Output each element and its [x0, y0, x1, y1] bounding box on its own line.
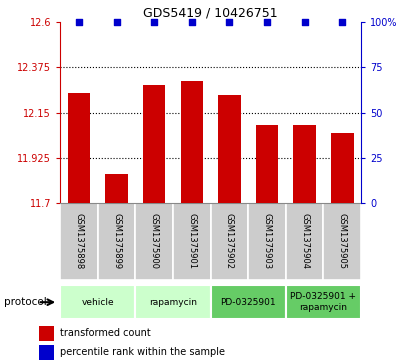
Point	[151, 19, 158, 25]
Text: GSM1375903: GSM1375903	[263, 213, 271, 269]
Text: GSM1375905: GSM1375905	[338, 213, 347, 269]
Text: vehicle: vehicle	[81, 298, 114, 307]
Text: GSM1375900: GSM1375900	[150, 213, 159, 269]
Text: protocol: protocol	[4, 297, 47, 307]
Text: transformed count: transformed count	[60, 329, 151, 338]
Text: GSM1375904: GSM1375904	[300, 213, 309, 269]
FancyBboxPatch shape	[248, 203, 286, 280]
Text: GSM1375901: GSM1375901	[187, 213, 196, 269]
Bar	[39, 326, 54, 341]
Bar	[256, 125, 278, 203]
Point	[301, 19, 308, 25]
FancyBboxPatch shape	[211, 285, 286, 319]
Point	[188, 19, 195, 25]
Bar	[39, 344, 54, 360]
FancyBboxPatch shape	[60, 203, 98, 280]
Text: GSM1375899: GSM1375899	[112, 213, 121, 269]
FancyBboxPatch shape	[211, 203, 248, 280]
Bar	[181, 81, 203, 203]
Text: rapamycin: rapamycin	[149, 298, 197, 307]
Title: GDS5419 / 10426751: GDS5419 / 10426751	[143, 6, 278, 19]
Text: percentile rank within the sample: percentile rank within the sample	[60, 347, 225, 357]
Point	[113, 19, 120, 25]
Text: GSM1375898: GSM1375898	[74, 213, 83, 269]
Point	[339, 19, 346, 25]
FancyBboxPatch shape	[286, 285, 361, 319]
FancyBboxPatch shape	[173, 203, 211, 280]
Bar	[293, 125, 316, 203]
FancyBboxPatch shape	[60, 285, 135, 319]
Bar	[68, 93, 90, 203]
Point	[264, 19, 270, 25]
FancyBboxPatch shape	[286, 203, 323, 280]
Bar	[143, 85, 166, 203]
Text: PD-0325901: PD-0325901	[220, 298, 276, 307]
Text: PD-0325901 +
rapamycin: PD-0325901 + rapamycin	[290, 293, 356, 312]
FancyBboxPatch shape	[323, 203, 361, 280]
Point	[226, 19, 233, 25]
Bar	[331, 133, 354, 203]
Bar	[218, 95, 241, 203]
FancyBboxPatch shape	[98, 203, 135, 280]
FancyBboxPatch shape	[135, 285, 211, 319]
FancyBboxPatch shape	[135, 203, 173, 280]
Text: GSM1375902: GSM1375902	[225, 213, 234, 269]
Bar	[105, 174, 128, 203]
Point	[76, 19, 82, 25]
